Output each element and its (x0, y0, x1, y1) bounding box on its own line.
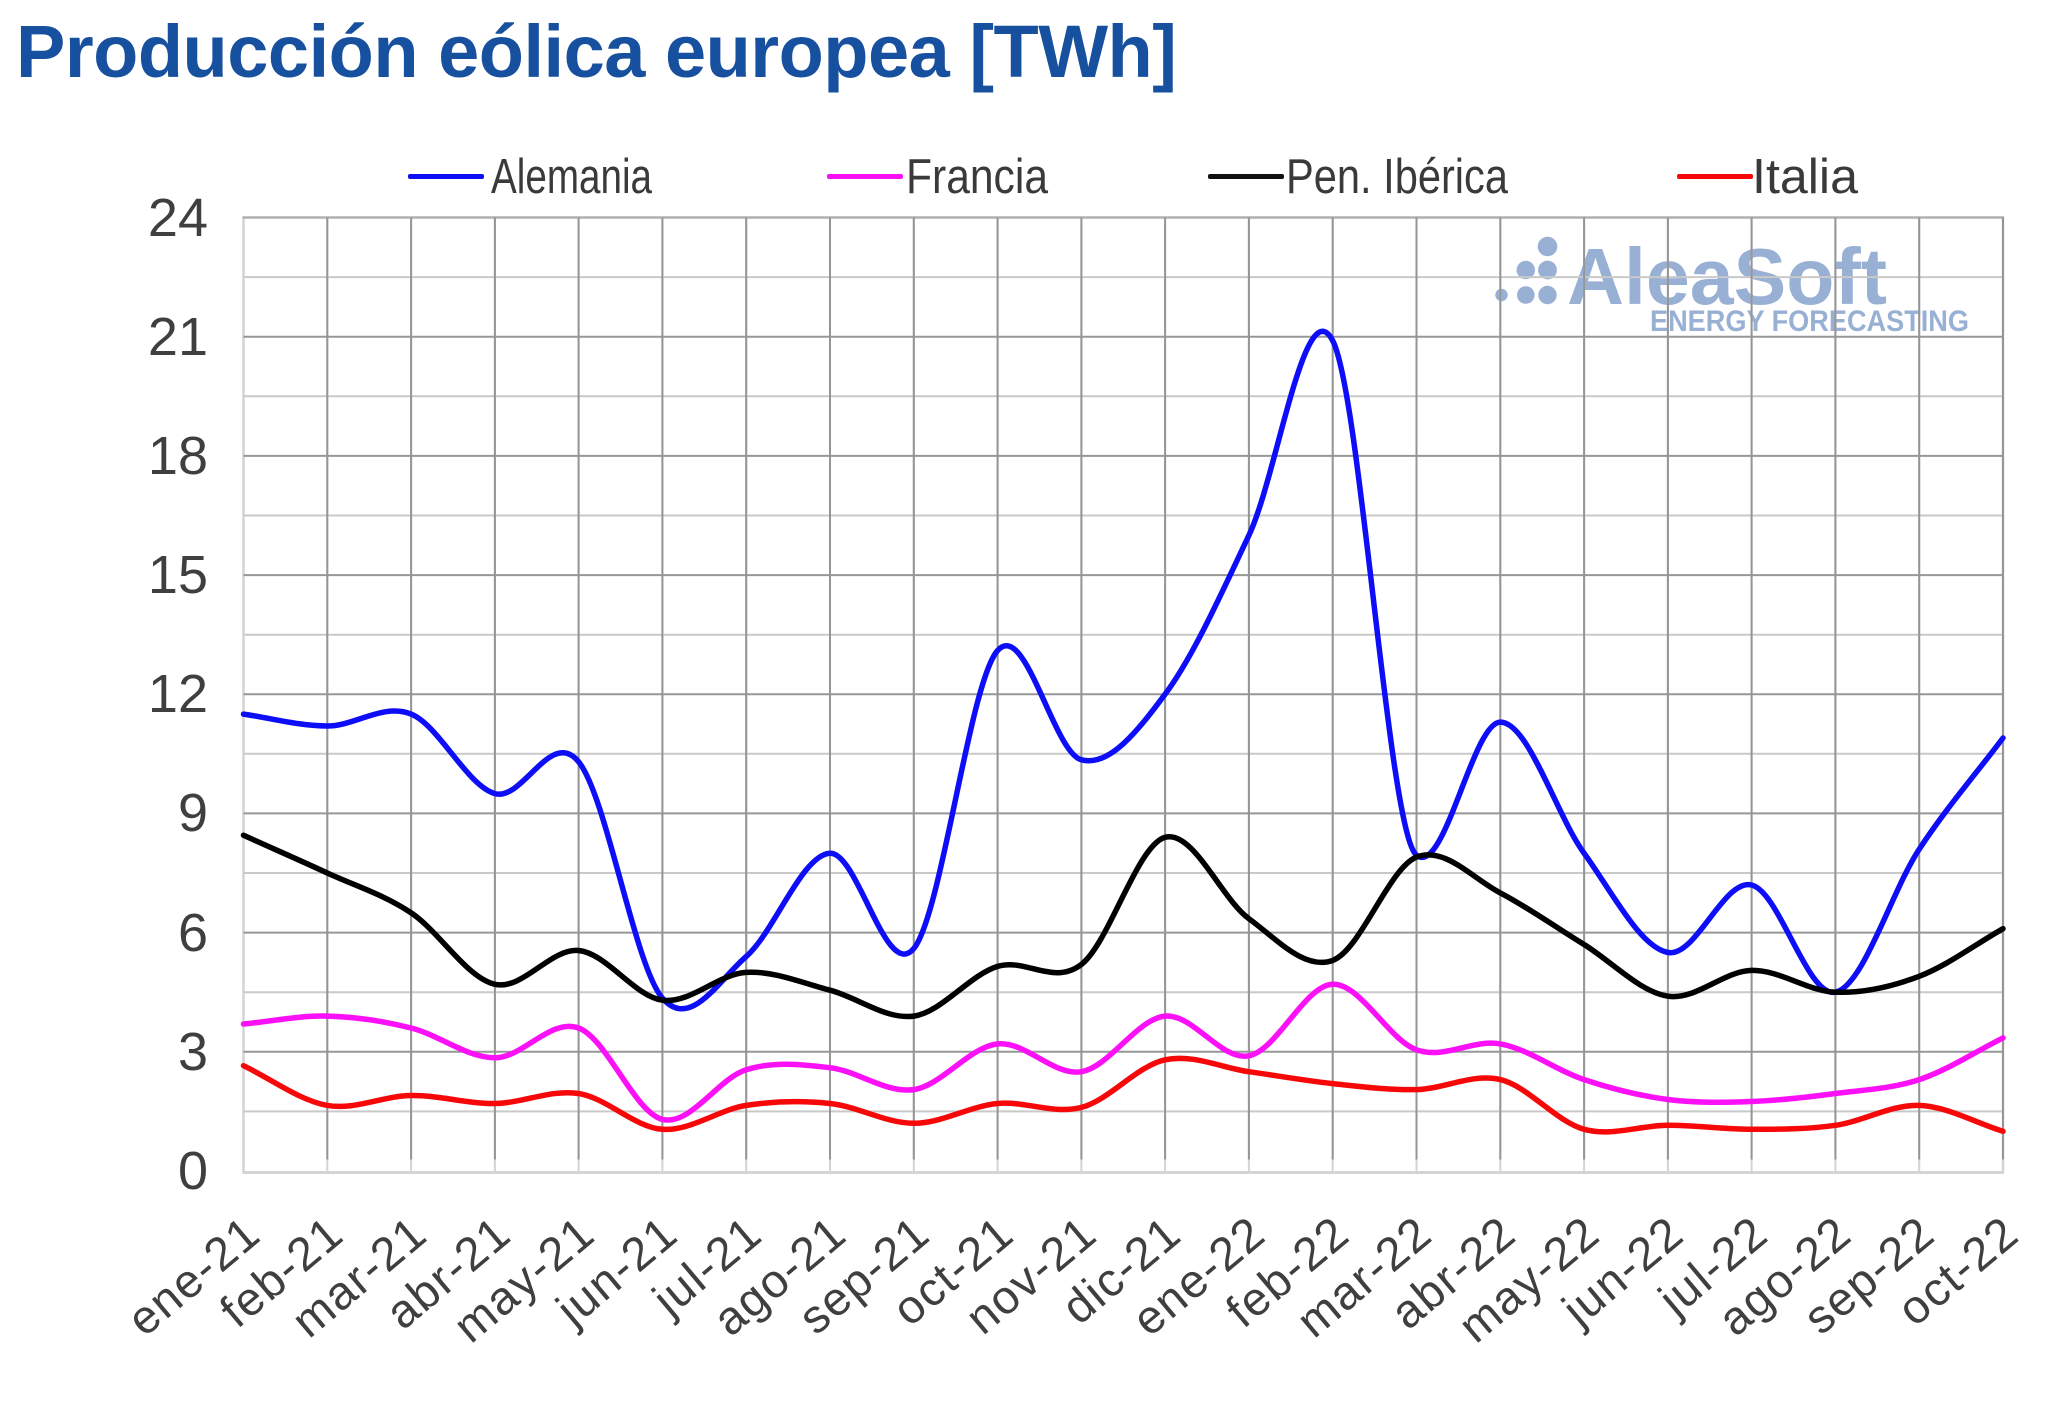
svg-text:Alemania: Alemania (491, 150, 653, 204)
svg-text:Francia: Francia (906, 150, 1049, 204)
svg-text:ENERGY FORECASTING: ENERGY FORECASTING (1650, 305, 1969, 338)
svg-text:Pen. Ibérica: Pen. Ibérica (1286, 150, 1509, 204)
svg-text:Italia: Italia (1752, 150, 1859, 204)
